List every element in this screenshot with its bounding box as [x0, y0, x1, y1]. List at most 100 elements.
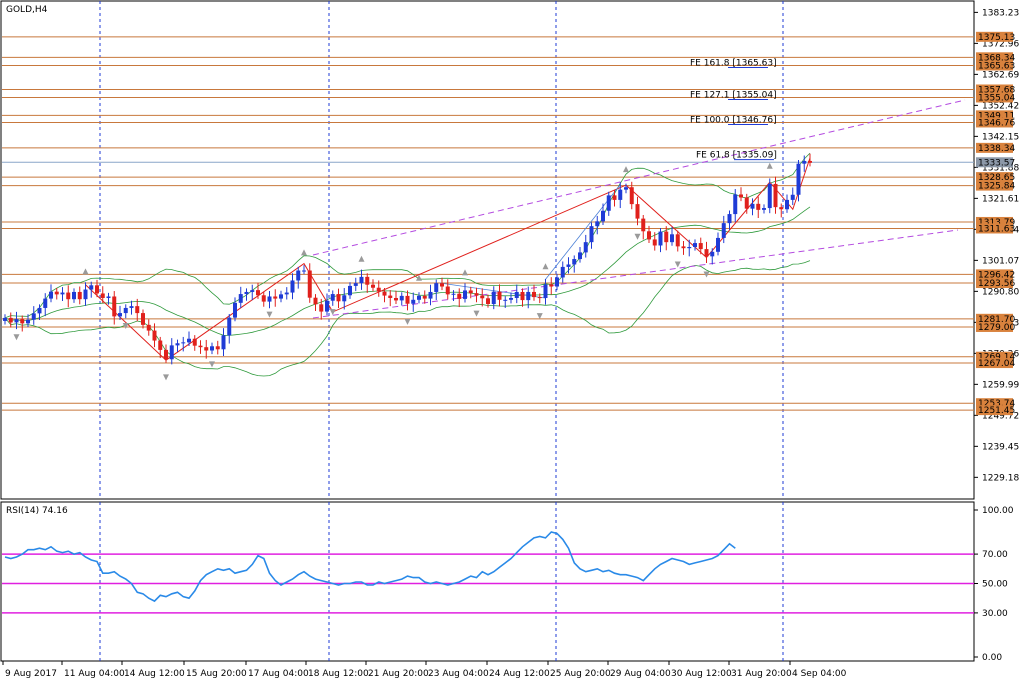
candle-body-54 [313, 297, 318, 305]
candle-body-34 [198, 345, 203, 348]
time-tick-label-5: 18 Aug 12:00 [308, 669, 369, 679]
candle-body-83 [480, 295, 485, 299]
candle-body-55 [319, 304, 324, 312]
candle-body-115 [664, 231, 669, 243]
candle-body-116 [670, 234, 674, 243]
candle-body-3 [20, 319, 25, 324]
level-label-box-11 [976, 223, 1013, 234]
candle-body-31 [181, 342, 186, 344]
candle-body-131 [756, 203, 761, 210]
channel-lower-line [312, 229, 959, 319]
candle-body-78 [451, 293, 456, 295]
candle-body-140 [808, 160, 812, 163]
candle-body-86 [497, 291, 502, 300]
candle-body-39 [227, 317, 232, 336]
candle-body-25 [146, 324, 151, 331]
candle-body-33 [192, 338, 197, 346]
fractal-down-1 [122, 323, 129, 330]
candle-body-24 [141, 313, 145, 325]
candle-body-28 [164, 349, 168, 360]
time-tick-label-9: 25 Aug 20:00 [550, 669, 611, 679]
candle-body-35 [204, 347, 209, 351]
candle-body-6 [37, 307, 42, 314]
candle-body-122 [704, 249, 709, 257]
level-label-2: 1365.63 [978, 61, 1015, 71]
rsi-tick-label-1: 70.00 [982, 550, 1008, 560]
level-label-13: 1293.56 [978, 279, 1015, 289]
fractal-down-5 [329, 309, 336, 316]
candle-body-4 [26, 319, 30, 324]
candle-body-36 [210, 346, 214, 351]
level-label-box-12 [976, 269, 1013, 280]
price-tick-label-0: 1383.23 [982, 8, 1019, 18]
candle-body-20 [118, 313, 122, 317]
candle-body-50 [290, 280, 295, 293]
fractal-up-5 [542, 263, 549, 270]
fractal-up-1 [301, 249, 307, 256]
symbol-title: GOLD,H4 [6, 5, 48, 15]
price-tick-label-5: 1331.88 [982, 163, 1019, 173]
candle-body-23 [135, 306, 140, 314]
candle-body-48 [279, 294, 283, 299]
candle-body-17 [100, 293, 105, 298]
fractal-up-4 [462, 269, 468, 276]
candle-body-139 [802, 160, 807, 164]
candle-body-104 [601, 210, 605, 222]
fibo-label-0: FE 161.8 [1365.63] [690, 58, 777, 68]
candle-body-110 [635, 204, 640, 219]
rsi-tick-label-3: 30.00 [982, 609, 1008, 619]
time-tick-label-6: 21 Aug 20:00 [368, 669, 429, 679]
candle-body-107 [618, 189, 623, 200]
price-tick-label-4: 1342.15 [982, 132, 1019, 142]
level-label-11: 1311.63 [978, 224, 1015, 234]
candle-body-84 [486, 298, 490, 305]
level-label-box-6 [976, 117, 1013, 128]
level-label-box-8 [976, 172, 1013, 183]
candle-body-95 [549, 284, 554, 287]
candle-body-64 [371, 284, 375, 288]
fractal-down-9 [634, 233, 641, 240]
candle-body-42 [244, 291, 249, 295]
bollinger-lower-line [4, 260, 811, 377]
level-label-box-2 [976, 60, 1013, 71]
candle-body-38 [221, 335, 226, 350]
candle-body-98 [566, 264, 571, 267]
time-tick-label-0: 9 Aug 2017 [5, 669, 57, 679]
candle-body-93 [537, 297, 542, 299]
candle-body-87 [503, 299, 508, 301]
bollinger-upper-line [4, 152, 811, 319]
candle-body-66 [382, 291, 387, 296]
rsi-line [4, 531, 736, 603]
candle-body-128 [739, 194, 743, 198]
candle-body-32 [187, 338, 191, 343]
level-label-box-3 [976, 84, 1013, 95]
level-label-14: 1281.70 [978, 315, 1015, 325]
trend-channel [312, 99, 966, 319]
candle-body-74 [428, 291, 433, 299]
candle-body-88 [509, 297, 513, 300]
level-label-7: 1338.34 [978, 144, 1015, 154]
candle-body-126 [727, 214, 732, 224]
level-label-9: 1325.84 [978, 182, 1015, 192]
level-label-12: 1296.42 [978, 270, 1015, 280]
fractal-down-6 [404, 318, 411, 325]
price-tick-label-6: 1321.61 [982, 194, 1019, 204]
candle-body-2 [14, 319, 19, 323]
fractal-up-3 [416, 274, 422, 281]
time-tick-label-8: 24 Aug 12:00 [489, 669, 550, 679]
fractal-up-2 [358, 255, 365, 262]
candle-body-100 [578, 252, 582, 260]
level-label-box-1 [976, 52, 1013, 63]
candle-body-44 [256, 290, 260, 296]
candle-body-41 [238, 294, 243, 303]
time-axis: 9 Aug 2017 11 Aug 04:00 14 Aug 12:00 15 Aug… [2, 661, 847, 679]
candle-body-106 [612, 195, 617, 200]
candle-body-134 [773, 183, 778, 208]
level-label-box-19 [976, 405, 1013, 416]
candle-body-27 [158, 340, 163, 350]
candle-body-92 [532, 291, 536, 298]
candle-body-75 [434, 283, 439, 292]
candle-body-62 [359, 276, 364, 284]
